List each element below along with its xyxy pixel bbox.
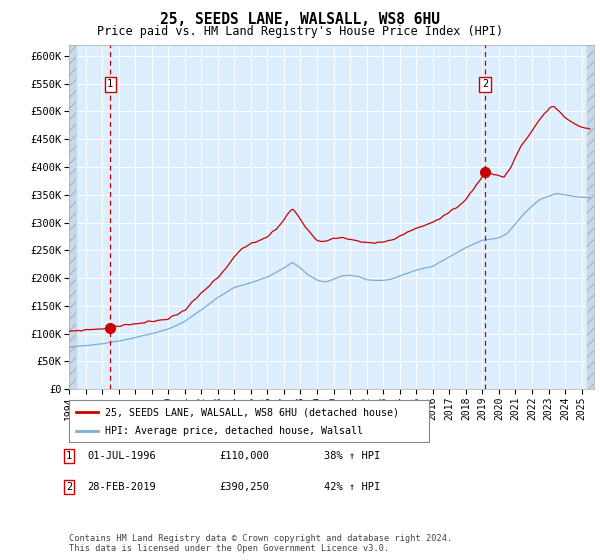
Text: £110,000: £110,000 [219, 451, 269, 461]
Text: Price paid vs. HM Land Registry's House Price Index (HPI): Price paid vs. HM Land Registry's House … [97, 25, 503, 38]
Text: 2: 2 [482, 80, 488, 90]
Polygon shape [587, 45, 594, 389]
Text: Contains HM Land Registry data © Crown copyright and database right 2024.
This d: Contains HM Land Registry data © Crown c… [69, 534, 452, 553]
Text: HPI: Average price, detached house, Walsall: HPI: Average price, detached house, Wals… [105, 426, 363, 436]
Text: 28-FEB-2019: 28-FEB-2019 [87, 482, 156, 492]
Text: 38% ↑ HPI: 38% ↑ HPI [324, 451, 380, 461]
Text: 01-JUL-1996: 01-JUL-1996 [87, 451, 156, 461]
Polygon shape [587, 45, 594, 389]
Text: 42% ↑ HPI: 42% ↑ HPI [324, 482, 380, 492]
Text: £390,250: £390,250 [219, 482, 269, 492]
Polygon shape [69, 45, 76, 389]
Text: 25, SEEDS LANE, WALSALL, WS8 6HU: 25, SEEDS LANE, WALSALL, WS8 6HU [160, 12, 440, 27]
Text: 2: 2 [66, 482, 72, 492]
Text: 25, SEEDS LANE, WALSALL, WS8 6HU (detached house): 25, SEEDS LANE, WALSALL, WS8 6HU (detach… [105, 407, 399, 417]
Text: 1: 1 [66, 451, 72, 461]
Polygon shape [69, 45, 76, 389]
Text: 1: 1 [107, 80, 113, 90]
FancyBboxPatch shape [69, 400, 429, 442]
